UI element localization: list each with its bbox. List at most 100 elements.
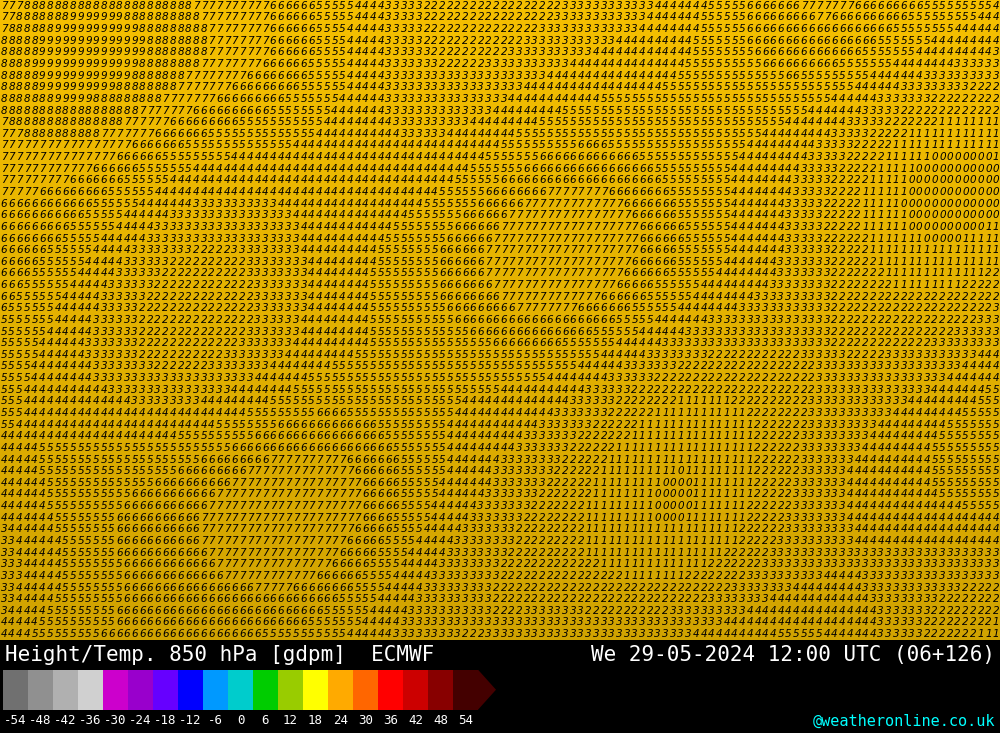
Text: 2: 2 <box>770 431 776 441</box>
Text: 4: 4 <box>370 94 376 104</box>
Text: 4: 4 <box>308 152 315 162</box>
Text: 4: 4 <box>870 524 876 534</box>
Text: 2: 2 <box>962 292 969 302</box>
Text: 5: 5 <box>224 129 230 139</box>
Text: 2: 2 <box>539 490 546 499</box>
Text: 6: 6 <box>185 617 192 627</box>
Text: 5: 5 <box>416 245 423 255</box>
Text: 4: 4 <box>724 257 730 267</box>
Text: 4: 4 <box>701 303 707 313</box>
Text: 5: 5 <box>208 431 215 441</box>
Text: 6: 6 <box>601 163 607 174</box>
Text: 7: 7 <box>547 187 553 197</box>
Text: 6: 6 <box>224 617 230 627</box>
Text: 7: 7 <box>508 268 515 279</box>
Text: 5: 5 <box>608 338 615 348</box>
Text: 5: 5 <box>685 210 692 220</box>
Text: 2: 2 <box>539 1 546 11</box>
Text: 6: 6 <box>785 24 792 34</box>
Text: 2: 2 <box>447 12 453 23</box>
Text: 2: 2 <box>662 373 669 383</box>
Text: 6: 6 <box>277 82 284 92</box>
Text: 4: 4 <box>862 513 869 523</box>
Text: 1: 1 <box>908 141 915 150</box>
Text: 5: 5 <box>377 245 384 255</box>
Text: 3: 3 <box>708 605 715 616</box>
Text: 7: 7 <box>508 280 515 290</box>
Text: 5: 5 <box>616 106 623 116</box>
Text: 9: 9 <box>39 36 46 45</box>
Text: 7: 7 <box>231 536 238 546</box>
Text: 4: 4 <box>785 141 792 150</box>
Text: 4: 4 <box>8 454 15 465</box>
Text: 3: 3 <box>516 478 523 488</box>
Text: 3: 3 <box>885 361 892 372</box>
Text: 4: 4 <box>31 408 38 418</box>
Text: 5: 5 <box>293 129 299 139</box>
Text: 2: 2 <box>770 478 776 488</box>
Text: 7: 7 <box>547 280 553 290</box>
Text: 2: 2 <box>547 536 553 546</box>
Text: 6: 6 <box>639 280 646 290</box>
Text: 1: 1 <box>624 513 630 523</box>
Text: 6: 6 <box>177 571 184 581</box>
Text: 7: 7 <box>170 106 176 116</box>
Text: 6: 6 <box>477 222 484 232</box>
Text: 4: 4 <box>831 94 838 104</box>
Text: 2: 2 <box>931 292 938 302</box>
Text: 5: 5 <box>70 594 76 604</box>
Text: 6: 6 <box>870 36 876 45</box>
Text: 5: 5 <box>147 175 153 185</box>
Text: 4: 4 <box>762 605 769 616</box>
Text: 4: 4 <box>301 245 307 255</box>
Text: 6: 6 <box>801 36 807 45</box>
Text: 3: 3 <box>924 548 930 558</box>
Text: 7: 7 <box>254 583 261 592</box>
Text: 0: 0 <box>662 478 669 488</box>
Text: 1: 1 <box>716 548 723 558</box>
Text: 2: 2 <box>854 175 861 185</box>
Text: 2: 2 <box>962 94 969 104</box>
Text: 4: 4 <box>739 629 746 639</box>
Text: 4: 4 <box>370 210 376 220</box>
Text: 4: 4 <box>893 501 899 511</box>
Text: 3: 3 <box>539 605 546 616</box>
Text: 3: 3 <box>708 315 715 325</box>
Bar <box>0 128 1000 134</box>
Text: 0: 0 <box>962 152 969 162</box>
Text: 3: 3 <box>185 234 192 243</box>
Text: 1: 1 <box>647 513 653 523</box>
Text: 3: 3 <box>947 571 953 581</box>
Text: 4: 4 <box>177 187 184 197</box>
Text: 2: 2 <box>947 629 953 639</box>
Text: 8: 8 <box>162 12 169 23</box>
Text: 6: 6 <box>193 617 199 627</box>
Text: 5: 5 <box>285 117 292 127</box>
Text: 5: 5 <box>447 373 453 383</box>
Text: 2: 2 <box>985 605 992 616</box>
Text: 7: 7 <box>262 559 269 570</box>
Text: 5: 5 <box>416 420 423 430</box>
Text: 5: 5 <box>708 163 715 174</box>
Text: 6: 6 <box>31 222 38 232</box>
Text: 4: 4 <box>324 245 330 255</box>
Text: 6: 6 <box>639 245 646 255</box>
Text: 6: 6 <box>624 292 630 302</box>
Text: 6: 6 <box>331 594 338 604</box>
Text: 7: 7 <box>277 548 284 558</box>
Text: 5: 5 <box>601 129 607 139</box>
Text: 6: 6 <box>201 583 207 592</box>
Text: 5: 5 <box>708 82 715 92</box>
Text: 9: 9 <box>101 48 107 57</box>
Text: 5: 5 <box>247 408 253 418</box>
Text: 6: 6 <box>147 152 153 162</box>
Text: 7: 7 <box>224 12 230 23</box>
Text: 3: 3 <box>131 373 138 383</box>
Text: 4: 4 <box>416 536 423 546</box>
Text: 1: 1 <box>701 559 707 570</box>
Text: 4: 4 <box>701 280 707 290</box>
Text: 3: 3 <box>824 524 830 534</box>
Text: 2: 2 <box>747 397 753 406</box>
Text: 7: 7 <box>62 141 69 150</box>
Text: 3: 3 <box>777 327 784 336</box>
